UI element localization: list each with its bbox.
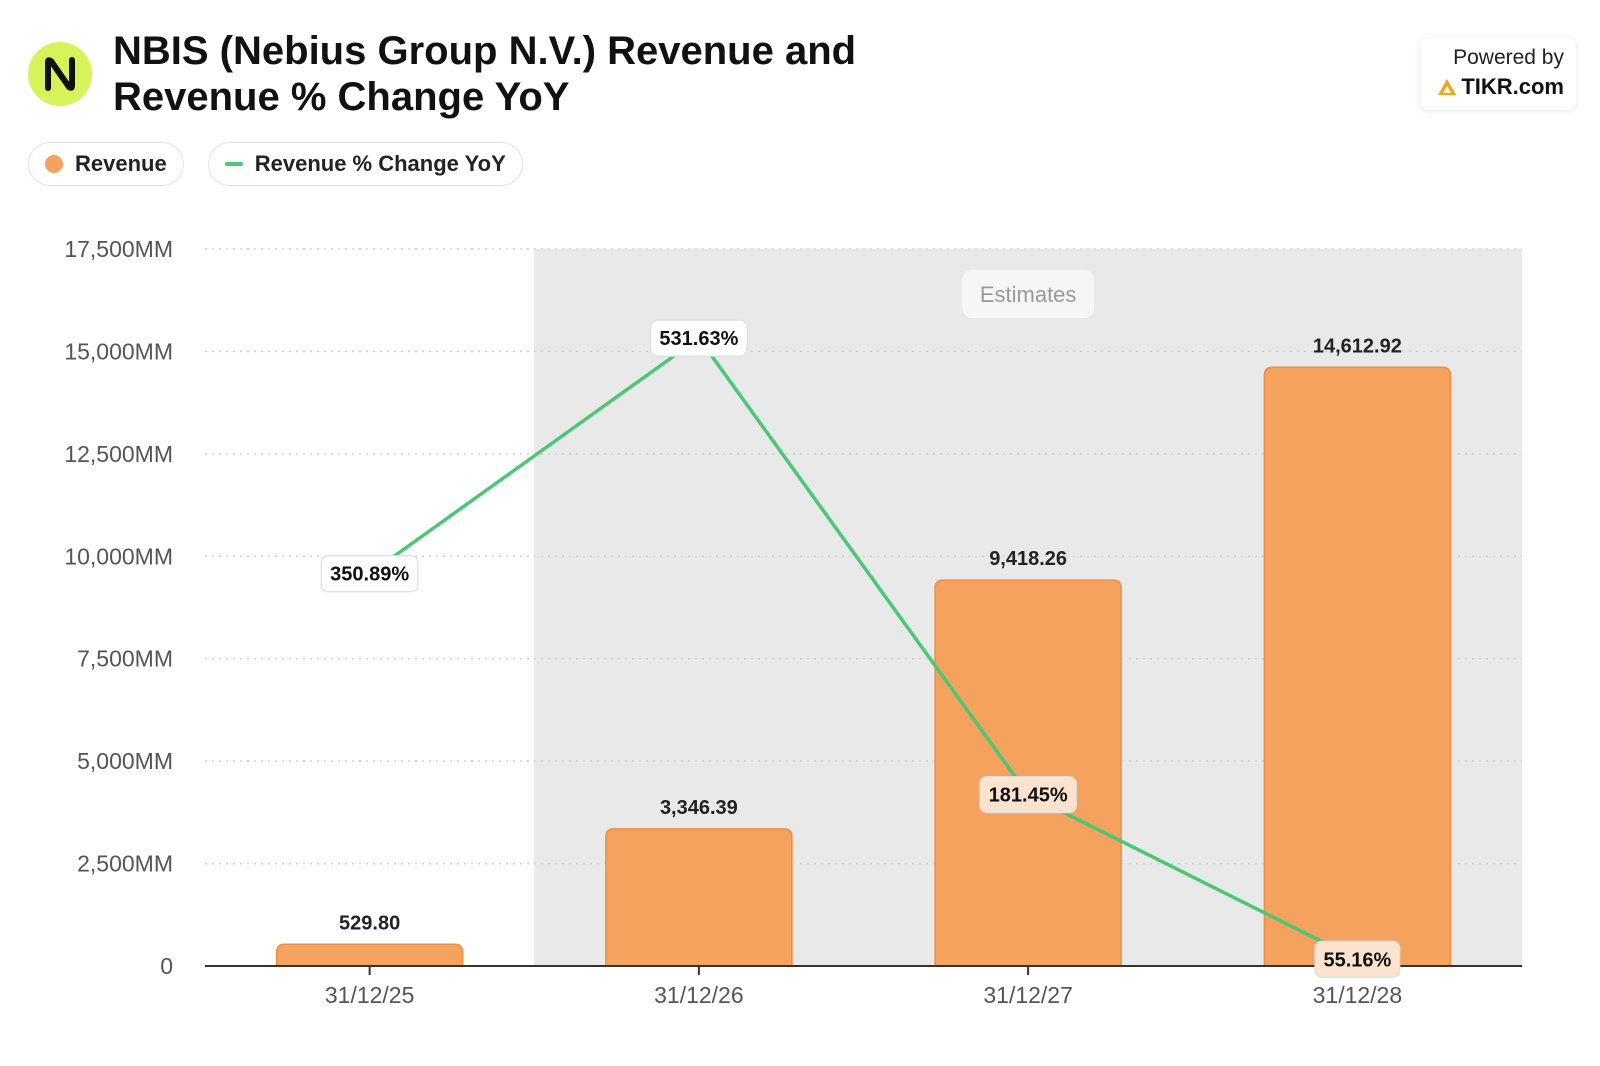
brand-name: TIKR.com <box>1461 74 1564 99</box>
revenue-bar <box>1263 366 1452 967</box>
y-tick-label: 5,000MM <box>77 748 173 774</box>
pct-label-group: 531.63% <box>649 319 748 357</box>
y-tick-label: 0 <box>160 953 173 979</box>
revenue-bar <box>275 943 464 967</box>
revenue-data-label: 529.80 <box>339 912 400 934</box>
revenue-bar <box>605 828 793 967</box>
pct-label-box <box>1314 940 1401 978</box>
y-tick-label: 12,500MM <box>64 441 173 467</box>
pct-label-box <box>320 555 419 593</box>
y-tick-label: 7,500MM <box>77 646 173 672</box>
revenue-change-data-label: 55.16% <box>1323 949 1391 971</box>
revenue-bar <box>934 579 1122 967</box>
nebius-logo-icon <box>45 57 75 91</box>
pct-label-group: 350.89% <box>320 555 419 593</box>
revenue-data-label: 14,612.92 <box>1313 335 1402 357</box>
estimates-badge: Estimates <box>962 270 1095 318</box>
company-logo <box>28 42 92 106</box>
estimates-label: Estimates <box>980 282 1077 307</box>
pct-label-group: 55.16% <box>1314 940 1401 978</box>
powered-by-badge[interactable]: Powered by TIKR.com <box>1420 38 1576 110</box>
x-tick-label: 31/12/27 <box>983 982 1073 1008</box>
pct-label-box <box>649 319 748 357</box>
revenue-change-data-label: 531.63% <box>659 328 738 350</box>
y-tick-label: 2,500MM <box>77 851 173 877</box>
pct-label-box <box>979 776 1078 814</box>
legend-item-revenue-change[interactable]: Revenue % Change YoY <box>207 142 523 186</box>
y-tick-label: 10,000MM <box>64 543 173 569</box>
revenue-data-label: 9,418.26 <box>989 548 1067 570</box>
chart-title: NBIS (Nebius Group N.V.) Revenue and Rev… <box>113 29 857 119</box>
legend-item-revenue[interactable]: Revenue <box>28 142 184 186</box>
revenue-change-data-label: 181.45% <box>989 785 1068 807</box>
legend: Revenue Revenue % Change YoY <box>28 142 523 186</box>
revenue-dot-icon <box>45 155 63 173</box>
legend-label-revenue: Revenue <box>75 151 167 176</box>
tikr-logo-icon <box>1438 79 1457 95</box>
y-tick-label: 15,000MM <box>64 338 173 364</box>
pct-label-group: 181.45% <box>979 776 1078 814</box>
legend-label-revenue-change: Revenue % Change YoY <box>254 151 506 176</box>
revenue-change-line <box>368 336 1359 961</box>
y-tick-label: 17,500MM <box>64 236 173 262</box>
line-dash-icon <box>224 162 243 166</box>
revenue-change-data-label: 350.89% <box>330 564 409 586</box>
x-tick-label: 31/12/28 <box>1313 982 1403 1008</box>
revenue-data-label: 3,346.39 <box>660 797 738 819</box>
powered-by-label: Powered by <box>1453 46 1564 69</box>
x-tick-label: 31/12/26 <box>654 982 744 1008</box>
x-tick-label: 31/12/25 <box>325 982 415 1008</box>
estimates-badge-box <box>962 270 1095 318</box>
